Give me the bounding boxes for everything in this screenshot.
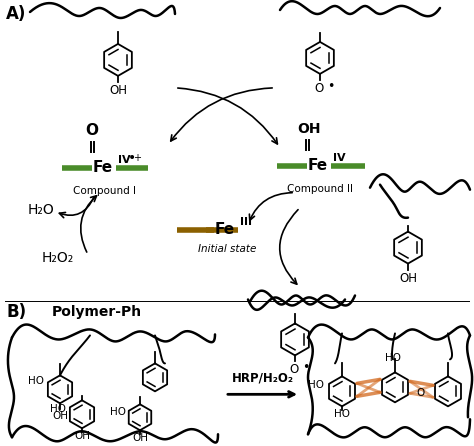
Text: HO: HO [385, 353, 401, 363]
Text: O: O [417, 388, 425, 398]
Text: OH: OH [74, 431, 90, 441]
Text: HO: HO [28, 376, 44, 386]
Text: O: O [314, 82, 324, 95]
Text: Fe: Fe [308, 158, 328, 173]
Text: A): A) [6, 5, 27, 23]
Text: OH: OH [109, 84, 127, 97]
Text: •: • [302, 361, 310, 374]
Text: IV: IV [333, 153, 346, 163]
Text: OH: OH [399, 272, 417, 285]
Text: H₂O: H₂O [28, 202, 55, 217]
Text: HRP/H₂O₂: HRP/H₂O₂ [232, 372, 294, 384]
Text: OH: OH [132, 433, 148, 443]
Text: HO: HO [50, 405, 66, 414]
Text: Compound II: Compound II [287, 184, 353, 194]
Text: IV: IV [118, 155, 131, 165]
Text: Compound I: Compound I [73, 186, 137, 196]
Text: O: O [85, 123, 99, 138]
Text: •: • [128, 151, 136, 165]
Text: Fe: Fe [93, 160, 113, 175]
Text: OH: OH [52, 411, 68, 421]
Text: Polymer-Ph: Polymer-Ph [52, 306, 142, 319]
Text: OH: OH [297, 122, 321, 136]
Text: O: O [289, 363, 299, 376]
Text: +: + [133, 153, 141, 163]
Text: Initial state: Initial state [198, 244, 256, 254]
Text: H₂O₂: H₂O₂ [42, 251, 74, 264]
Text: HO: HO [110, 407, 126, 417]
Text: B): B) [6, 303, 26, 322]
Text: III: III [240, 217, 252, 227]
Text: HO: HO [308, 380, 324, 390]
Text: HO: HO [334, 409, 350, 419]
Text: •: • [327, 80, 334, 93]
Text: Fe: Fe [215, 222, 235, 237]
